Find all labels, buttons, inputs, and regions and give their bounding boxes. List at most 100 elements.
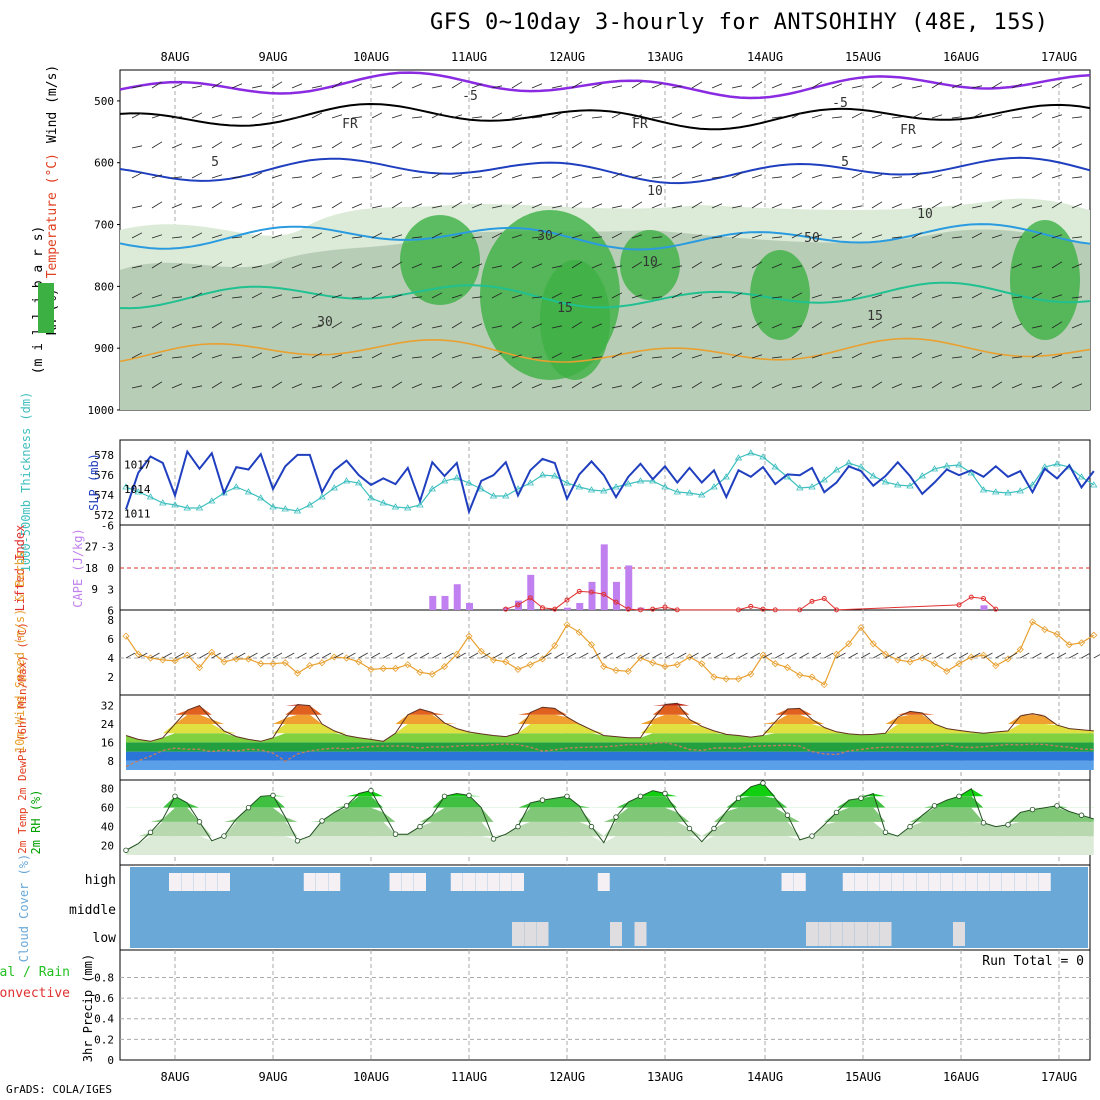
wind-barb (751, 321, 763, 329)
wind-speed-point (771, 660, 779, 668)
wind-barb (551, 265, 563, 269)
cloud-low-bar (524, 922, 537, 946)
wind-barb (551, 112, 563, 119)
thickness-line-marker (293, 507, 302, 514)
wind-speed-point (428, 670, 436, 678)
wind-barb (591, 203, 603, 209)
wind-barb (1031, 85, 1043, 89)
wind-barb (131, 292, 143, 299)
wind-barb (851, 205, 863, 209)
cloud-high-bar (218, 873, 230, 891)
slp-ylabel-group: 1000-500mb Thickness (dm) (19, 392, 33, 573)
temp-band (126, 705, 1094, 715)
wind-barb (211, 201, 223, 209)
thickness-line-marker (134, 488, 142, 495)
wind-barb-10m (713, 652, 724, 659)
cloud-low-bar (953, 922, 965, 946)
cape-ytick: 9 (91, 583, 98, 596)
wind-barb (451, 141, 463, 149)
wind-barb (891, 383, 903, 389)
wind-barb (871, 174, 883, 179)
wind-barb (511, 81, 523, 89)
precip-ytick: 0 (107, 1054, 114, 1067)
wind-barb (231, 263, 243, 269)
wind-barb (751, 294, 763, 299)
wind-barb (211, 141, 223, 149)
wind-barb (791, 85, 803, 89)
wind-barb-10m (750, 652, 760, 659)
wind-barb (651, 263, 663, 269)
cloud-low-bar (610, 922, 622, 946)
wind-barb-10m (640, 652, 650, 659)
wind-speed-point (269, 660, 277, 668)
wind-barb (231, 356, 243, 359)
rh-point (564, 793, 570, 800)
rh-point (907, 823, 913, 830)
cloud-high-bar (450, 873, 463, 891)
wind-barb (691, 381, 703, 389)
cloud-high-bar (328, 873, 341, 891)
wind-barb (1071, 176, 1083, 179)
wind-barb (211, 81, 223, 89)
wind-barb-10m (836, 652, 846, 659)
slp-ytick: 1011 (124, 507, 151, 520)
lifted-ytick: 6 (107, 605, 114, 618)
wind-barb (351, 203, 363, 209)
cloud-high-bar (475, 873, 488, 891)
wind-speed-point (820, 681, 828, 689)
panel-frame-precip (119, 949, 1091, 1061)
wind-barb (1071, 356, 1083, 359)
wind-barb (451, 201, 463, 209)
wind-barb (591, 83, 603, 89)
date-label-bottom: 15AUG (845, 1070, 881, 1084)
wind-barb (1011, 116, 1023, 119)
wind-barb-10m (971, 652, 981, 659)
wind-speed-point (710, 673, 718, 681)
wind-barb (671, 232, 683, 239)
cloud-high-bar (879, 873, 892, 891)
wind-barb (231, 83, 243, 89)
wind-barb (331, 201, 343, 209)
wind-barb (471, 176, 483, 179)
wind-barb (1031, 232, 1043, 239)
wind-barb-10m (358, 652, 368, 659)
wind-barb (651, 143, 663, 149)
wind-barbs (131, 81, 1083, 389)
wind-barb (631, 81, 643, 89)
wind-barb (191, 352, 203, 359)
wind-barb-10m (824, 652, 834, 659)
wind-barb (331, 321, 343, 329)
wind-barb (891, 83, 903, 89)
wind-barb (371, 352, 383, 359)
wind-ytick: 2 (107, 671, 114, 684)
cloud-high-bar (205, 873, 218, 891)
wind-barb-10m (787, 652, 797, 659)
wind-barb (991, 114, 1003, 119)
wind-barb (431, 232, 443, 239)
date-label-bottom: 9AUG (259, 1070, 288, 1084)
thickness-line-marker (1077, 473, 1086, 480)
wind-barb (591, 323, 603, 329)
wind-barb (631, 354, 643, 359)
thickness-line-marker (318, 493, 326, 500)
wind-barb (451, 381, 463, 389)
wind-barb (631, 141, 643, 149)
wind-barb (551, 352, 563, 359)
wind-barb (171, 296, 183, 299)
wind-barb (671, 292, 683, 299)
wind-barb-10m (591, 652, 601, 659)
wind-barb (751, 141, 763, 149)
date-label-top: 13AUG (647, 50, 683, 64)
wind-barb (131, 85, 143, 89)
wind-barb (651, 176, 663, 179)
wind-barb (991, 321, 1003, 329)
thickness-line-marker (367, 494, 375, 501)
wind-barb (331, 114, 343, 119)
lifted-index-point (834, 607, 839, 613)
wind-barb (1051, 114, 1063, 119)
wind-barb (531, 83, 543, 89)
thickness-line-marker (673, 488, 681, 495)
wind-barb (271, 234, 283, 239)
temp-ylabel-group: 2m Temp 2m DewPt (6hr Min/Max) (°C) (16, 622, 29, 854)
date-label-top: 16AUG (943, 50, 979, 64)
